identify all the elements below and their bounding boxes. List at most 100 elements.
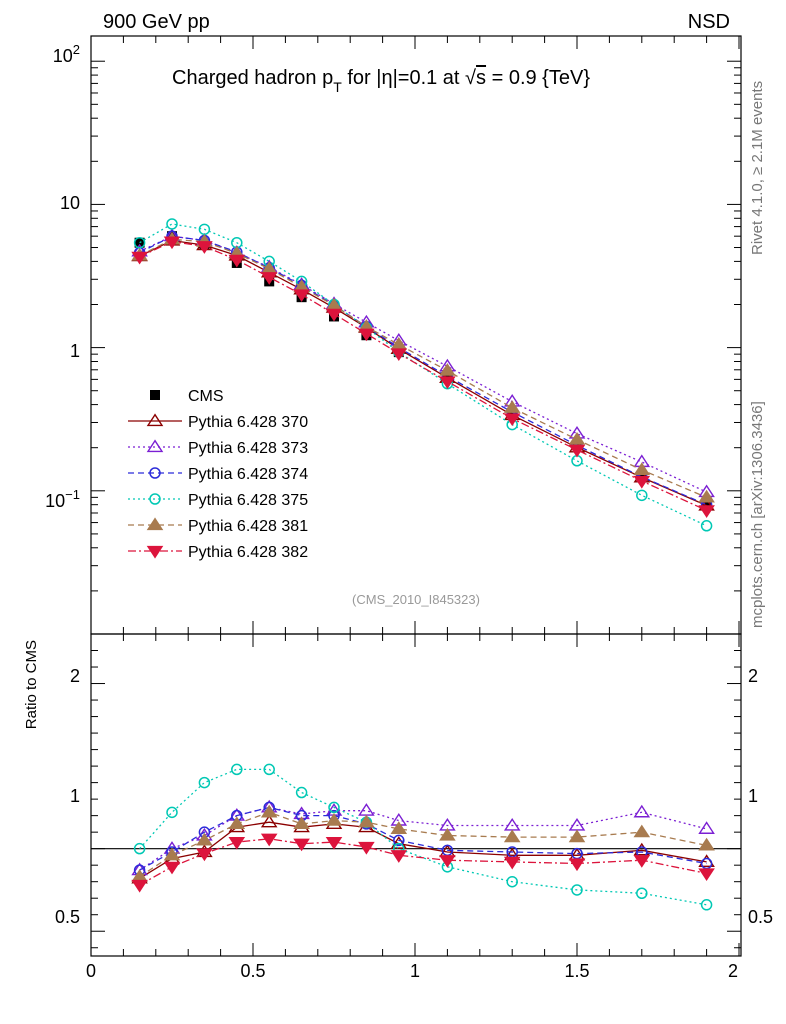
ratio-point-375 — [636, 887, 648, 900]
ratio-point-382 — [228, 836, 246, 850]
series-point-382 — [163, 236, 181, 250]
ratio-point-375 — [166, 806, 178, 819]
series-point-382 — [358, 328, 375, 342]
ratio-point-381 — [325, 813, 343, 826]
xtick-label-1.5: 1.5 — [564, 961, 589, 981]
xtick-label-2: 2 — [728, 961, 738, 981]
xtick-label-1: 1 — [410, 961, 420, 981]
ratio-point-375 — [263, 763, 275, 776]
xtick-label-0: 0 — [86, 961, 96, 981]
main-data-layer — [131, 218, 715, 532]
series-line-373 — [139, 235, 707, 493]
header-right: NSD — [688, 11, 730, 33]
ratio-point-382 — [568, 858, 586, 872]
ratio-point-381 — [293, 816, 310, 830]
legend-marker-381 — [146, 517, 164, 531]
xtick-label-0.5: 0.5 — [240, 961, 265, 981]
ratio-point-373 — [633, 804, 651, 818]
ratio-point-381 — [439, 827, 456, 841]
ratio-ytick-label-right-0.5: 0.5 — [748, 907, 773, 927]
ratio-point-382 — [260, 833, 278, 847]
analysis-tag: (CMS_2010_I845323) — [352, 592, 480, 607]
ratio-point-370 — [390, 836, 408, 849]
series-point-381 — [568, 431, 586, 445]
ratio-ytick-label-2: 2 — [70, 666, 80, 686]
series-point-375 — [636, 489, 648, 502]
ratio-ytick-label-0.5: 0.5 — [55, 907, 80, 927]
side-label-top: Rivet 4.1.0, ≥ 2.1M events — [749, 81, 766, 255]
ratio-point-382 — [358, 841, 375, 855]
main-ytick-label-1: 1 — [70, 341, 80, 361]
ratio-point-382 — [390, 850, 408, 863]
series-point-382 — [698, 505, 715, 518]
series-point-382 — [260, 272, 278, 285]
series-point-375 — [166, 218, 178, 230]
ratio-point-373 — [358, 803, 375, 816]
series-point-381 — [390, 336, 408, 350]
series-point-375 — [700, 520, 713, 532]
ratio-point-381 — [228, 816, 246, 830]
ratio-panel-frame — [90, 633, 742, 957]
ratio-point-375 — [198, 776, 211, 789]
ratio-point-370 — [260, 814, 278, 828]
legend-label-370: Pythia 6.428 370 — [188, 414, 308, 431]
series-point-382 — [390, 348, 408, 362]
ratio-point-375 — [700, 899, 713, 911]
ratio-line-374 — [139, 806, 707, 871]
ratio-point-381 — [163, 847, 181, 861]
side-label-bottom: mcplots.cern.ch [arXiv:1306.3436] — [749, 401, 766, 628]
main-ytick-100-base: 10 — [53, 46, 73, 66]
ratio-point-381 — [260, 804, 278, 818]
cms-data-point — [507, 407, 518, 418]
ratio-point-382 — [163, 861, 181, 875]
ratio-line-381 — [139, 811, 707, 878]
ratio-point-374 — [700, 857, 713, 870]
ratio-ylabel: Ratio to CMS — [23, 640, 40, 729]
series-point-381 — [503, 400, 521, 413]
series-point-381 — [633, 462, 651, 475]
main-ytick-100-exp: 2 — [73, 42, 80, 57]
ratio-point-375 — [328, 801, 340, 814]
chart-title-part3: = 0.9 {TeV} — [486, 67, 590, 89]
series-point-382 — [568, 444, 586, 458]
series-point-382 — [503, 413, 521, 427]
legend-label-381: Pythia 6.428 381 — [188, 518, 308, 535]
ratio-point-381 — [196, 832, 213, 846]
series-point-382 — [293, 289, 310, 303]
main-ytick-0.1-base: 10 — [45, 491, 65, 511]
series-point-382 — [228, 254, 246, 268]
ratio-point-382 — [196, 848, 213, 862]
series-point-382 — [196, 241, 213, 254]
ratio-point-374 — [393, 834, 405, 847]
legend-marker-375 — [149, 493, 161, 505]
ratio-line-370 — [139, 821, 707, 879]
legend-label-382: Pythia 6.428 382 — [188, 544, 308, 561]
ratio-point-382 — [503, 856, 521, 870]
series-line-374 — [139, 235, 707, 506]
ratio-ytick-label-right-1: 1 — [748, 786, 758, 806]
chart-title: Charged hadron pT for |η|=0.1 at √s = 0.… — [172, 67, 590, 95]
cms-data-point — [134, 237, 145, 248]
ratio-point-382 — [293, 838, 310, 852]
legend-label-375: Pythia 6.428 375 — [188, 492, 308, 509]
chart-title-radical: √ — [465, 67, 476, 89]
series-point-375 — [133, 236, 146, 249]
series-point-382 — [325, 308, 343, 322]
legend: CMS Pythia 6.428 370 Pythia 6.428 373 Py… — [128, 388, 308, 561]
series-point-381 — [439, 363, 456, 376]
main-ytick-label-0.1: 10−1 — [45, 487, 80, 511]
legend-marker-374 — [149, 467, 161, 479]
chart-title-sub: T — [333, 79, 342, 95]
legend-label-373: Pythia 6.428 373 — [188, 440, 308, 457]
ratio-point-381 — [390, 821, 408, 834]
ratio-point-375 — [231, 763, 243, 776]
legend-label-374: Pythia 6.428 374 — [188, 466, 308, 483]
ratio-point-382 — [698, 868, 715, 882]
ratio-point-373 — [698, 821, 715, 834]
series-line-382 — [139, 240, 707, 511]
ratio-data-layer — [131, 763, 715, 911]
ratio-point-382 — [633, 855, 651, 868]
ratio-point-381 — [698, 837, 715, 851]
ratio-line-373 — [139, 806, 707, 871]
ratio-point-373 — [503, 817, 521, 831]
